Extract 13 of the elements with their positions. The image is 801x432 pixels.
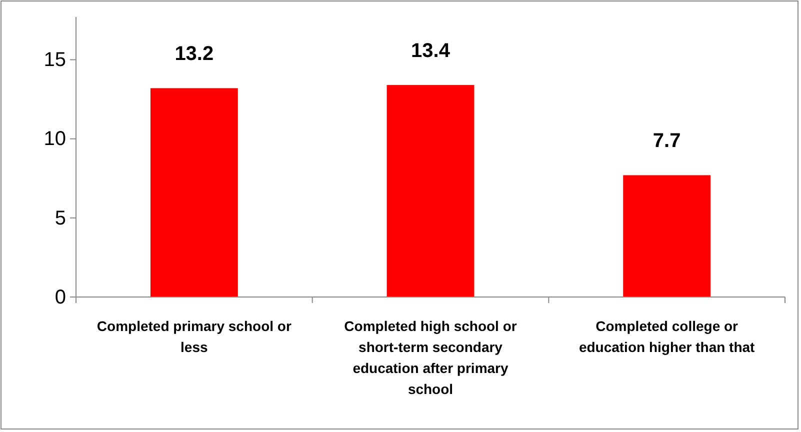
data-label: 13.2	[174, 43, 214, 66]
x-tick-label: Completed college or education higher than that	[578, 318, 756, 355]
y-tick-label: 15	[44, 49, 66, 72]
y-tick-label: 10	[44, 128, 66, 150]
data-label: 13.4	[411, 40, 451, 62]
bar	[150, 88, 238, 297]
y-tick-label: 0	[54, 286, 66, 308]
bar	[623, 175, 711, 297]
bar	[386, 85, 474, 297]
y-tick-label: 5	[54, 207, 66, 230]
data-label: 7.7	[652, 130, 681, 152]
x-tick-label: Completed primary school or less	[96, 318, 292, 355]
x-tick-label: Completed high school or short-term secondary education after primary school	[344, 318, 518, 397]
